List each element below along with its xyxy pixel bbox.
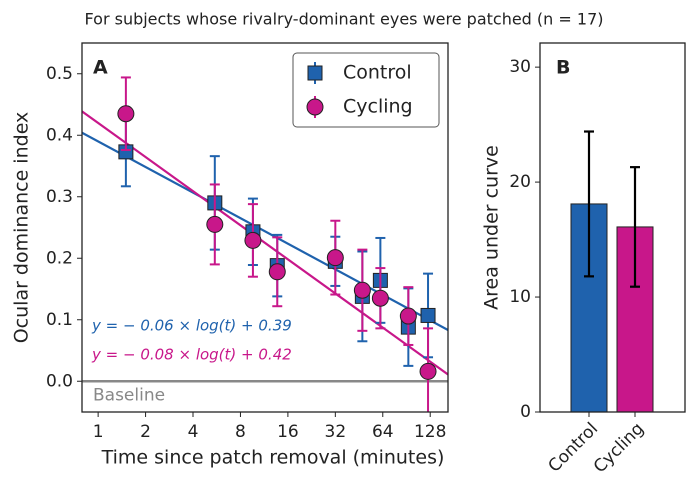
x-tick-label: 2	[140, 422, 151, 442]
x-axis-label: Time since patch removal (minutes)	[101, 447, 445, 469]
marker	[420, 307, 436, 323]
marker	[371, 289, 389, 307]
panel-letter: B	[556, 57, 570, 79]
legend-box	[292, 52, 440, 128]
y-tick-label: 0.3	[46, 187, 73, 207]
marker	[117, 105, 135, 123]
x-tick-label: 16	[277, 422, 299, 442]
marker	[268, 263, 286, 281]
y-tick-label: 20	[509, 172, 531, 192]
y-tick-label: 30	[509, 57, 531, 77]
y-axis-label: Area under curve	[481, 145, 503, 310]
y-tick-label: 0.1	[46, 310, 73, 330]
fit-line	[82, 110, 448, 376]
y-tick-label: 0.2	[46, 248, 73, 268]
axes-frame	[539, 42, 686, 413]
fit-line	[82, 131, 448, 332]
x-tick-label: 1	[93, 422, 104, 442]
legend-label: Cycling	[343, 96, 413, 118]
marker	[353, 281, 371, 299]
y-tick-label: 0.5	[46, 64, 73, 84]
marker	[419, 362, 437, 380]
legend-marker	[307, 65, 323, 81]
legend-label: Control	[343, 62, 412, 84]
x-tick-label: 64	[372, 422, 394, 442]
x-tick-label: 32	[325, 422, 347, 442]
y-tick-label: 10	[509, 287, 531, 307]
marker	[244, 231, 262, 249]
y-axis-label: Ocular dominance index	[11, 112, 33, 344]
x-tick-label: Cycling	[590, 419, 648, 477]
baseline-label: Baseline	[93, 385, 165, 405]
legend-marker	[306, 98, 324, 116]
marker	[206, 215, 224, 233]
figure-title: For subjects whose rivalry-dominant eyes…	[85, 10, 604, 29]
marker	[399, 307, 417, 325]
x-tick-label: 128	[414, 422, 446, 442]
x-tick-label: 8	[235, 422, 246, 442]
fit-equation: y = − 0.08 × log(t) + 0.42	[91, 346, 292, 364]
y-tick-label: 0	[520, 402, 531, 422]
x-tick-label: 4	[188, 422, 199, 442]
panel-letter: A	[93, 57, 108, 79]
fit-equation: y = − 0.06 × log(t) + 0.39	[91, 317, 292, 335]
axes-frame	[81, 42, 449, 413]
marker	[326, 249, 344, 267]
y-tick-label: 0.4	[46, 125, 73, 145]
y-tick-label: 0.0	[46, 371, 73, 391]
plot-area	[82, 76, 448, 412]
